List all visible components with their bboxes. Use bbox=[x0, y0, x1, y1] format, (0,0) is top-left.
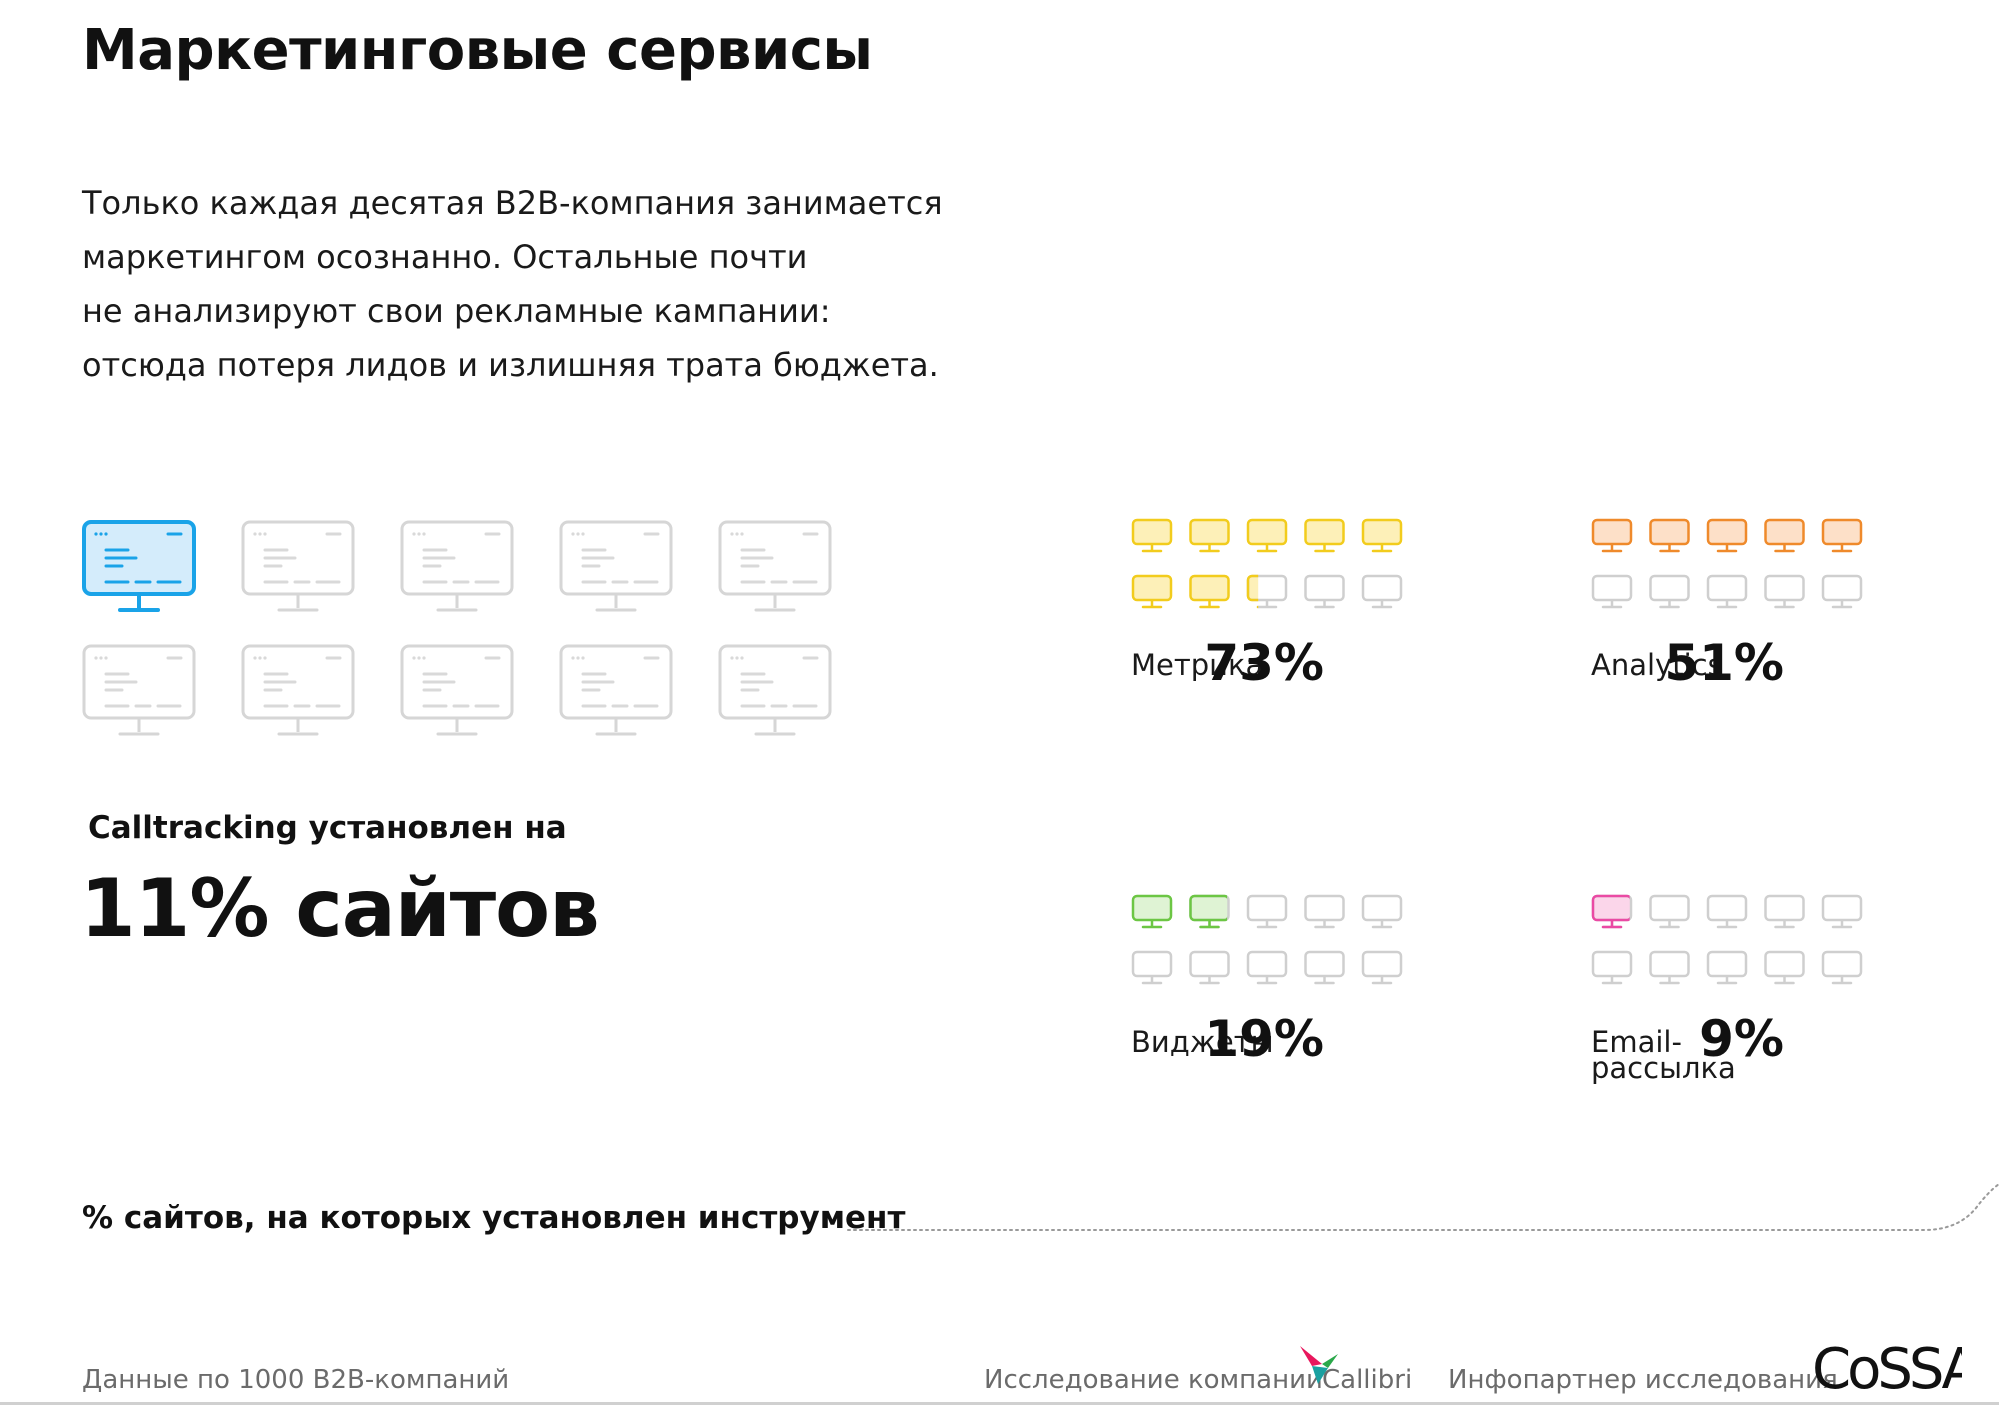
callibri-bird-icon bbox=[1300, 1346, 1338, 1384]
email-monitor-unit bbox=[1764, 950, 1805, 985]
bottom-rule bbox=[0, 1402, 1999, 1405]
tool-name-line: Analytics bbox=[1591, 648, 1723, 682]
widgets-monitor-grid bbox=[1131, 894, 1403, 985]
analytics-monitor-unit bbox=[1591, 574, 1633, 609]
email-monitor-unit bbox=[1821, 950, 1863, 985]
metrika-monitor-unit bbox=[1189, 574, 1230, 609]
intro-line: Только каждая десятая B2B-компания заним… bbox=[82, 184, 943, 222]
intro-line: отсюда потеря лидов и излишняя трата бюд… bbox=[82, 346, 939, 384]
calltracking-monitor-unit bbox=[559, 520, 673, 612]
widgets-monitor-unit bbox=[1131, 894, 1173, 929]
email-monitor-unit bbox=[1764, 894, 1805, 929]
email-monitor-unit bbox=[1649, 950, 1690, 985]
metrika-monitor-grid bbox=[1131, 518, 1403, 609]
metrika-monitor-unit bbox=[1361, 518, 1403, 553]
tool-name: Виджеты bbox=[1131, 1025, 1274, 1059]
widgets-monitor-unit bbox=[1246, 894, 1288, 929]
analytics-monitor-unit bbox=[1764, 518, 1805, 553]
intro-paragraph: Только каждая десятая B2B-компания заним… bbox=[82, 176, 982, 392]
analytics-monitor-unit bbox=[1764, 574, 1805, 609]
email-monitor-grid bbox=[1591, 894, 1863, 985]
tool-metrika: Метрика 73% bbox=[1130, 516, 1430, 776]
calltracking-monitor-unit bbox=[82, 520, 196, 612]
page-title: Маркетинговые сервисы bbox=[82, 18, 873, 83]
metrika-monitor-unit bbox=[1131, 574, 1173, 609]
calltracking-monitor-unit bbox=[400, 520, 514, 612]
dotted-leader-line bbox=[847, 1183, 1999, 1231]
calltracking-value: 11% сайтов bbox=[80, 862, 600, 955]
email-monitor-unit bbox=[1706, 950, 1748, 985]
calltracking-monitor-unit bbox=[400, 644, 514, 736]
analytics-monitor-unit bbox=[1706, 574, 1748, 609]
widgets-monitor-unit bbox=[1304, 950, 1345, 985]
widgets-monitor-unit bbox=[1361, 894, 1403, 929]
metrika-monitor-unit bbox=[1131, 518, 1173, 553]
calltracking-monitor-grid bbox=[82, 520, 832, 736]
calltracking-monitor-unit bbox=[241, 644, 355, 736]
tool-name: Analytics bbox=[1591, 648, 1723, 682]
metrika-monitor-unit bbox=[1189, 518, 1230, 553]
analytics-monitor-unit bbox=[1591, 518, 1633, 553]
footer-source: Данные по 1000 B2B-компаний bbox=[82, 1365, 510, 1395]
email-monitor-unit bbox=[1821, 894, 1863, 929]
tool-percent: 51% bbox=[1664, 634, 1784, 692]
analytics-monitor-unit bbox=[1649, 518, 1690, 553]
metrika-monitor-unit bbox=[1304, 518, 1345, 553]
tool-percent: 19% bbox=[1204, 1010, 1324, 1068]
calltracking-monitor-unit bbox=[241, 520, 355, 612]
cossa-logo-text: CoSSA bbox=[1812, 1337, 1962, 1396]
tool-name-line: Виджеты bbox=[1131, 1025, 1274, 1059]
metrika-monitor-unit bbox=[1246, 518, 1288, 553]
footer-research-label: Исследование компании bbox=[984, 1365, 1323, 1395]
calltracking-monitor-unit bbox=[718, 644, 832, 736]
intro-line: не анализируют свои рекламные кампании: bbox=[82, 292, 831, 330]
metrika-monitor-unit bbox=[1361, 574, 1403, 609]
email-monitor-unit bbox=[1706, 894, 1748, 929]
calltracking-monitor-unit bbox=[82, 644, 196, 736]
cossa-logo: CoSSA bbox=[1812, 1337, 1962, 1396]
callibri-brand-name: Callibri bbox=[1322, 1365, 1413, 1395]
tool-analytics: Analytics 51% bbox=[1590, 516, 1890, 776]
email-monitor-unit bbox=[1591, 894, 1633, 929]
calltracking-monitor-unit bbox=[718, 520, 832, 612]
tool-percent: 73% bbox=[1204, 634, 1324, 692]
analytics-monitor-unit bbox=[1821, 574, 1863, 609]
tool-name-line: рассылка bbox=[1591, 1051, 1736, 1085]
tool-name-line: Метрика bbox=[1131, 648, 1264, 682]
legend-note: % сайтов, на которых установлен инструме… bbox=[82, 1200, 906, 1236]
tool-widgets: Виджеты 19% bbox=[1130, 892, 1430, 1152]
widgets-monitor-unit bbox=[1361, 950, 1403, 985]
metrika-monitor-unit bbox=[1246, 574, 1288, 609]
widgets-monitor-unit bbox=[1304, 894, 1345, 929]
tool-name-line: Email- bbox=[1591, 1025, 1682, 1059]
footer-partner-label: Инфопартнер исследования bbox=[1448, 1365, 1838, 1395]
analytics-monitor-grid bbox=[1591, 518, 1863, 609]
calltracking-monitor-unit bbox=[559, 644, 673, 736]
analytics-monitor-unit bbox=[1649, 574, 1690, 609]
tool-name: Метрика bbox=[1131, 648, 1264, 682]
widgets-monitor-unit bbox=[1189, 950, 1230, 985]
metrika-monitor-unit bbox=[1304, 574, 1345, 609]
email-monitor-unit bbox=[1649, 894, 1690, 929]
widgets-monitor-unit bbox=[1131, 950, 1173, 985]
email-monitor-unit bbox=[1591, 950, 1633, 985]
calltracking-label: Calltracking установлен на bbox=[88, 810, 567, 846]
analytics-monitor-unit bbox=[1706, 518, 1748, 553]
tool-name: Email- рассылка bbox=[1591, 1025, 1736, 1085]
intro-line: маркетингом осознанно. Остальные почти bbox=[82, 238, 808, 276]
analytics-monitor-unit bbox=[1821, 518, 1863, 553]
widgets-monitor-unit bbox=[1246, 950, 1288, 985]
tool-email: Email- рассылка 9% bbox=[1590, 892, 1890, 1152]
tool-percent: 9% bbox=[1699, 1010, 1784, 1068]
widgets-monitor-unit bbox=[1189, 894, 1230, 929]
